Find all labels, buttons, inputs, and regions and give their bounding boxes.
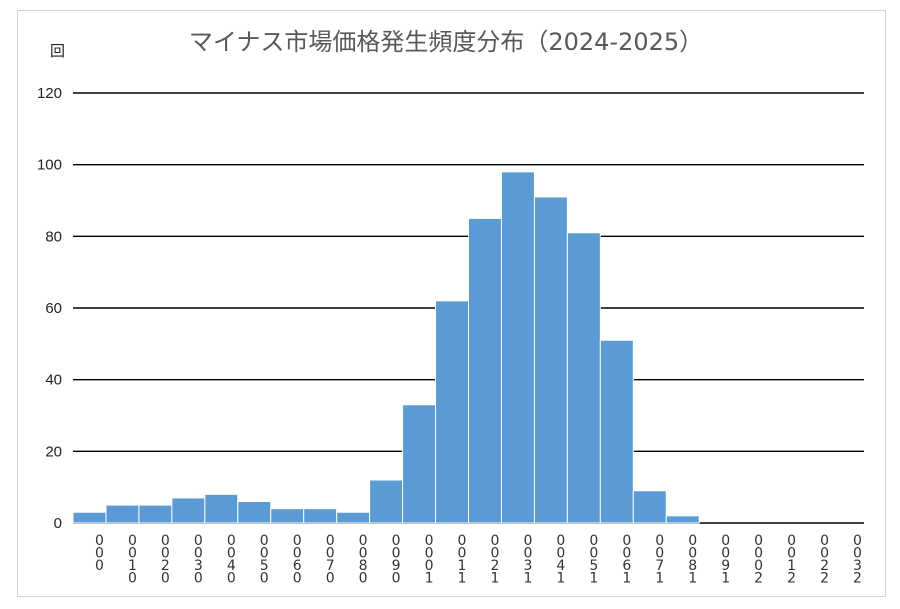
bar bbox=[500, 171, 535, 524]
chart-title: マイナス市場価格発生頻度分布（2024-2025） bbox=[189, 28, 703, 56]
bar bbox=[204, 493, 239, 524]
bar bbox=[369, 479, 404, 524]
x-axis-ticks: 0 0 0 0 0 1 0 0 0 2 0 0 0 3 0 0 0 4 0 0 0 5 0 0 0 6 0 0 0 7 0 0 0 8 0 0 0 9 0 0… bbox=[95, 533, 862, 587]
bar bbox=[632, 490, 667, 524]
y-axis-ticks: 0 20 40 60 80 100 120 bbox=[37, 85, 62, 532]
bar bbox=[468, 217, 502, 524]
bar bbox=[336, 511, 371, 524]
bar bbox=[665, 515, 700, 524]
y-tick-label: 80 bbox=[45, 228, 62, 245]
y-tick-label: 40 bbox=[45, 372, 62, 389]
bar bbox=[435, 300, 469, 524]
bar bbox=[303, 508, 338, 524]
bar bbox=[270, 508, 305, 524]
bar bbox=[402, 404, 437, 524]
bar bbox=[237, 501, 272, 524]
bars bbox=[72, 171, 700, 524]
bar bbox=[533, 196, 568, 524]
bar bbox=[566, 232, 601, 524]
bar bbox=[72, 511, 107, 524]
y-tick-label: 0 bbox=[54, 515, 62, 532]
bar bbox=[138, 504, 173, 524]
bar bbox=[171, 497, 206, 524]
bar bbox=[599, 339, 634, 524]
y-axis-unit-label: 回 bbox=[50, 42, 65, 60]
y-tick-label: 20 bbox=[45, 443, 62, 460]
bar bbox=[105, 504, 140, 524]
y-tick-label: 120 bbox=[37, 85, 62, 102]
y-tick-label: 100 bbox=[37, 157, 62, 174]
y-tick-label: 60 bbox=[45, 300, 62, 317]
